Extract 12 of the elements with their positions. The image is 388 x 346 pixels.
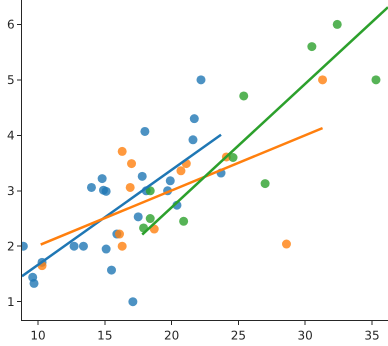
y-tick-label: 5: [6, 73, 15, 88]
y-tick-label: 4: [6, 128, 15, 143]
y-tick-label: 1: [6, 294, 15, 309]
x-tick-label: 20: [164, 328, 180, 342]
y-tick-label: 3: [6, 184, 15, 198]
x-tick-label: 15: [97, 328, 112, 342]
x-tick-label: 35: [364, 328, 380, 342]
y-tick-label: 6: [6, 18, 15, 32]
x-tick-label: 10: [30, 328, 46, 342]
x-tick-label: 25: [230, 328, 246, 342]
y-tick-label: 2: [6, 239, 15, 254]
x-tick-label: 30: [298, 328, 313, 342]
